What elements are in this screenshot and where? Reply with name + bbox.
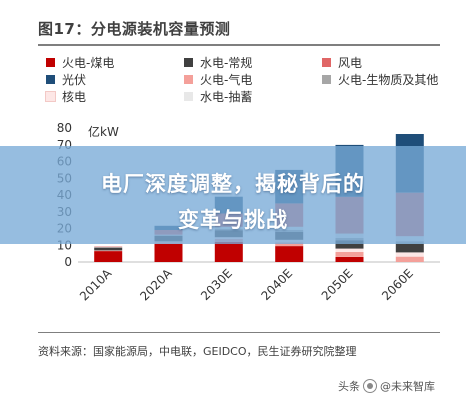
- y-tick-label: 80: [57, 121, 72, 135]
- watermark: 头条 @未来智库: [338, 378, 435, 394]
- legend-item-coal: 火电-煤电: [46, 54, 114, 70]
- legend-label: 光伏: [62, 72, 87, 87]
- y-tick-label: 0: [64, 255, 72, 269]
- y-axis-label: 亿kW: [88, 124, 119, 139]
- legend-label: 水电-抽蓄: [200, 89, 253, 104]
- legend-swatch: [46, 74, 55, 84]
- legend-item-nuclear: 核电: [45, 88, 87, 104]
- bar-segment: [335, 248, 364, 252]
- legend-swatch: [46, 57, 55, 67]
- legend-label: 火电-煤电: [62, 55, 115, 70]
- legend-item-solar: 光伏: [46, 71, 86, 87]
- watermark-prefix: 头条: [338, 380, 360, 393]
- legend-item-pumped-hydro: 水电-抽蓄: [184, 88, 252, 104]
- source-note: 资料来源：国家能源局，中电联，GEIDCO，民生证券研究院整理: [38, 345, 357, 358]
- bar-segment: [395, 252, 424, 257]
- legend-label: 水电-常规: [200, 55, 253, 70]
- legend-item-wind: 风电: [322, 54, 362, 70]
- banner-line-1: 电厂深度调整，揭秘背后的: [101, 172, 365, 196]
- legend-swatch: [184, 91, 193, 101]
- bar-segment: [335, 251, 364, 257]
- title-divider: [38, 44, 440, 46]
- legend-swatch: [184, 74, 193, 84]
- legend-item-gas: 火电-气电: [184, 71, 252, 87]
- headline-banner: 电厂深度调整，揭秘背后的 变革与挑战: [0, 146, 466, 244]
- legend-label: 风电: [338, 55, 363, 70]
- legend-swatch: [45, 90, 56, 102]
- x-tick-label: 2040E: [258, 266, 295, 303]
- bar-segment: [154, 243, 183, 262]
- account-logo-icon: [363, 379, 377, 393]
- x-tick-label: 2020A: [137, 266, 175, 304]
- bar-segment: [335, 240, 364, 249]
- bar-segment: [275, 246, 304, 262]
- legend-swatch: [322, 74, 331, 84]
- legend-swatch: [322, 57, 331, 67]
- x-tick-label: 2060E: [379, 266, 416, 303]
- bar-segment: [94, 247, 123, 251]
- x-tick-label: 2030E: [198, 266, 235, 303]
- bar-segment: [94, 246, 123, 248]
- legend-label: 核电: [62, 89, 87, 104]
- bar-segment: [395, 243, 424, 253]
- bar-segment: [94, 251, 123, 262]
- legend-label: 火电-气电: [200, 72, 253, 87]
- bar-stack-2010A: [94, 246, 123, 262]
- x-tick-label: 2010A: [77, 266, 115, 304]
- chart-title: 图17：分电源装机容量预测: [38, 20, 231, 38]
- banner-line-2: 变革与挑战: [178, 208, 288, 232]
- source-divider: [38, 332, 440, 333]
- x-labels-layer: 2010A 2020A 2030E 2040E 2050E 2060E: [77, 266, 416, 304]
- bar-segment: [275, 242, 304, 247]
- bar-segment: [395, 256, 424, 262]
- legend-label: 火电-生物质及其他: [338, 72, 439, 87]
- watermark-handle: @未来智库: [380, 380, 435, 393]
- legend-swatch: [184, 57, 193, 67]
- bar-segment: [94, 250, 123, 252]
- bar-segment: [335, 257, 364, 262]
- legend-item-biomass: 火电-生物质及其他: [322, 71, 438, 87]
- x-tick-label: 2050E: [319, 266, 356, 303]
- bar-segment: [214, 241, 243, 262]
- legend-item-hydro: 水电-常规: [184, 54, 252, 70]
